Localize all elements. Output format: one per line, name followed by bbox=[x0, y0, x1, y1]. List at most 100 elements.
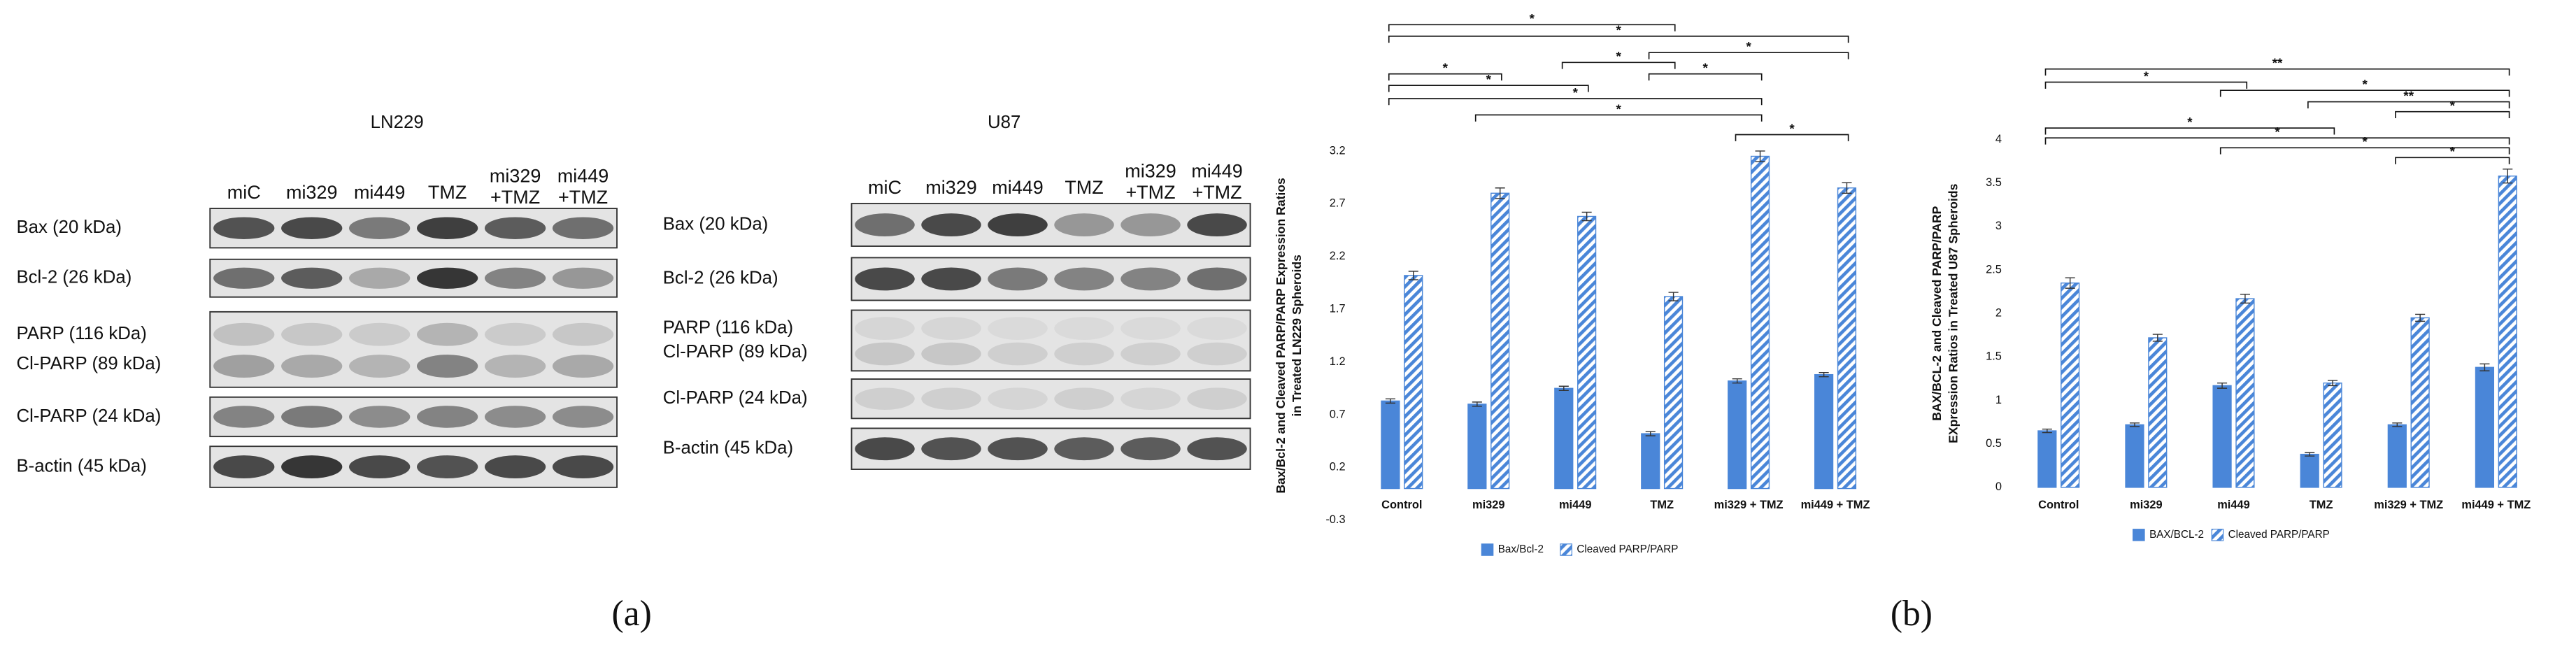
significance-label: * bbox=[2450, 99, 2456, 113]
legend-label: Cleaved PARP/PARP bbox=[1577, 543, 1678, 555]
blot-band bbox=[1187, 387, 1247, 410]
blot-band bbox=[1187, 342, 1247, 366]
significance-label: * bbox=[1530, 11, 1535, 26]
blot-band bbox=[855, 267, 915, 291]
significance-bracket bbox=[1735, 134, 1849, 141]
blot-strip bbox=[851, 257, 1251, 301]
x-tick-label: Control bbox=[1381, 499, 1422, 511]
lane-label: +TMZ bbox=[1125, 182, 1175, 203]
blot-band bbox=[921, 213, 981, 236]
blot-band bbox=[988, 267, 1048, 291]
blot-band bbox=[988, 387, 1048, 410]
significance-label: * bbox=[1746, 39, 1751, 54]
significance-label: * bbox=[1616, 23, 1622, 38]
significance-label: * bbox=[1789, 121, 1795, 136]
row-label: Bax (20 kDa) bbox=[663, 214, 769, 234]
bar bbox=[2498, 176, 2517, 488]
y-tick-label: 1 bbox=[1995, 394, 2002, 406]
y-tick-label: 2.2 bbox=[1330, 250, 1346, 262]
significance-bracket bbox=[1648, 52, 1849, 59]
error-bar bbox=[1668, 292, 1679, 301]
bar bbox=[2410, 317, 2430, 488]
blot-band bbox=[1187, 213, 1247, 236]
blot-band bbox=[1054, 267, 1114, 291]
blot-band bbox=[213, 455, 275, 478]
blot-band bbox=[349, 455, 411, 478]
error-bar bbox=[1495, 187, 1505, 199]
blot-strip bbox=[851, 427, 1251, 470]
blot-strip bbox=[209, 311, 618, 388]
significance-label: * bbox=[2363, 77, 2368, 92]
panel-label: (b) bbox=[1891, 594, 1933, 634]
row-label: B-actin (45 kDa) bbox=[16, 456, 146, 476]
x-tick-label: mi329 bbox=[1472, 499, 1505, 511]
y-tick-label: 3.2 bbox=[1330, 144, 1346, 157]
blot-band bbox=[1120, 267, 1181, 291]
error-bar bbox=[2415, 313, 2426, 322]
blot-band bbox=[281, 406, 343, 428]
y-tick-label: 3.5 bbox=[1986, 176, 2002, 189]
x-tick-label: mi329 + TMZ bbox=[1714, 499, 1784, 511]
blot-band bbox=[417, 406, 478, 428]
error-bar bbox=[2328, 380, 2338, 387]
lane-label: miC bbox=[227, 182, 261, 203]
blot-band bbox=[1120, 387, 1181, 410]
blot-band bbox=[1120, 317, 1181, 340]
y-tick-label: 1.7 bbox=[1330, 303, 1346, 315]
blot-band bbox=[1054, 317, 1114, 340]
blot-band bbox=[921, 342, 981, 366]
error-bar bbox=[1408, 271, 1418, 280]
legend-swatch bbox=[1560, 543, 1572, 556]
x-tick-label: mi449 bbox=[1559, 499, 1592, 511]
blot-band bbox=[1187, 437, 1247, 461]
y-tick-label: 3 bbox=[1995, 220, 2002, 232]
bar bbox=[1728, 380, 1747, 490]
blot-title: LN229 bbox=[371, 113, 424, 132]
blot-band bbox=[213, 217, 275, 239]
blot-band bbox=[1187, 317, 1247, 340]
row-label: Cl-PARP (89 kDa) bbox=[663, 342, 808, 362]
significance-bracket bbox=[1388, 35, 1849, 43]
row-label: PARP (116 kDa) bbox=[663, 318, 793, 337]
x-tick-label: TMZ bbox=[2310, 499, 2333, 511]
x-tick-label: mi329 bbox=[2130, 499, 2163, 511]
bar bbox=[1663, 296, 1684, 490]
blot-band bbox=[988, 317, 1048, 340]
blot-band bbox=[988, 437, 1048, 461]
significance-bracket bbox=[1648, 73, 1763, 81]
significance-label: * bbox=[1486, 72, 1492, 87]
bar bbox=[2235, 298, 2255, 488]
significance-label: * bbox=[2187, 115, 2193, 129]
lane-label: mi329 bbox=[490, 166, 541, 187]
y-tick-label: 1.5 bbox=[1986, 350, 2002, 363]
y-axis-title: in Treated LN229 Spheroids bbox=[1290, 255, 1304, 417]
x-tick-label: mi449 + TMZ bbox=[2461, 499, 2531, 511]
significance-bracket bbox=[2395, 110, 2510, 119]
bar bbox=[2061, 282, 2080, 488]
significance-label: * bbox=[1616, 49, 1622, 64]
blot-band bbox=[417, 217, 478, 239]
blot-band bbox=[281, 355, 343, 378]
blot-band bbox=[855, 437, 915, 461]
row-label: Cl-PARP (89 kDa) bbox=[16, 354, 161, 373]
blot-band bbox=[417, 455, 478, 478]
y-axis-title: EXpression Ratios in Treated U87 Spheroi… bbox=[1947, 183, 1961, 443]
error-bar bbox=[2129, 422, 2140, 427]
y-tick-label: 2 bbox=[1995, 307, 2002, 320]
row-label: Bax (20 kDa) bbox=[16, 218, 122, 237]
error-bar bbox=[1732, 378, 1742, 384]
x-tick-label: Control bbox=[2038, 499, 2079, 511]
error-bar bbox=[2065, 277, 2075, 289]
bar bbox=[2300, 453, 2319, 488]
bar bbox=[1814, 373, 1834, 490]
blot-strip bbox=[851, 378, 1251, 420]
lane-label: TMZ bbox=[428, 182, 467, 203]
y-axis-title: Bax/Bcl-2 and Cleaved PARP/PARP Expressi… bbox=[1274, 178, 1288, 494]
error-bar bbox=[2240, 294, 2250, 304]
blot-strip bbox=[209, 258, 618, 298]
error-bar bbox=[2305, 452, 2315, 457]
legend-swatch bbox=[1481, 543, 1494, 556]
bar bbox=[1554, 387, 1574, 490]
bar bbox=[2037, 430, 2057, 488]
